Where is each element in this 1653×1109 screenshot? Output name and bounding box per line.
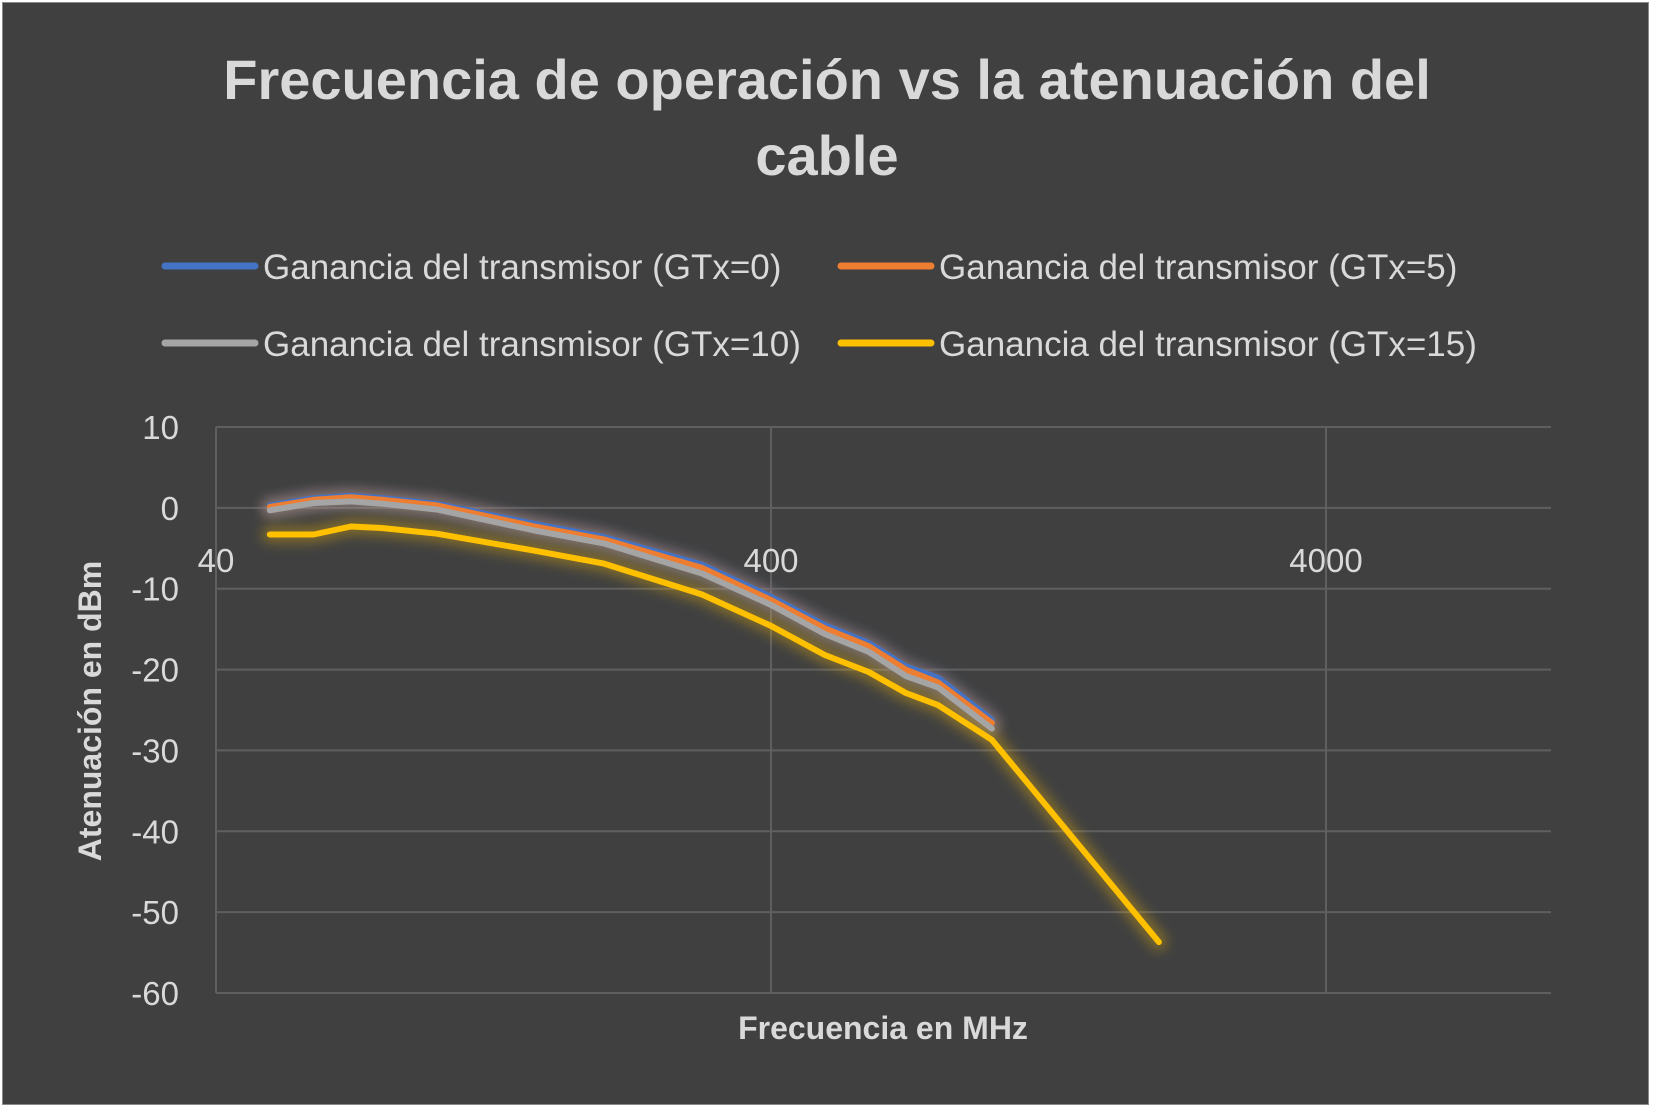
- legend-label-gtx10: Ganancia del transmisor (GTx=10): [263, 325, 801, 364]
- legend-item-gtx5: Ganancia del transmisor (GTx=5): [837, 248, 1457, 287]
- y-tick-label: -40: [131, 813, 179, 850]
- y-tick-label: 10: [142, 409, 179, 446]
- y-axis-title: Atenuación en dBm: [72, 561, 108, 861]
- x-tick-label: 40: [198, 542, 235, 579]
- series-line-1: [266, 494, 995, 726]
- y-tick-label: -60: [131, 975, 179, 1012]
- y-tick-label: 0: [161, 490, 179, 527]
- series-glow-layer: [261, 487, 1167, 951]
- series-line-2: [266, 498, 995, 732]
- legend-item-gtx15: Ganancia del transmisor (GTx=15): [837, 325, 1477, 364]
- chart-title-line-2: cable: [755, 124, 898, 187]
- series-lines: [266, 492, 1162, 946]
- series-line-3: [266, 523, 1162, 946]
- legend: Ganancia del transmisor (GTx=0) Ganancia…: [161, 248, 1477, 364]
- legend-label-gtx15: Ganancia del transmisor (GTx=15): [939, 325, 1477, 364]
- legend-label-gtx5: Ganancia del transmisor (GTx=5): [939, 248, 1457, 287]
- y-tick-label: -50: [131, 894, 179, 931]
- y-tick-label: -10: [131, 571, 179, 608]
- x-tick-label: 400: [743, 542, 798, 579]
- legend-item-gtx0: Ganancia del transmisor (GTx=0): [161, 248, 781, 287]
- legend-label-gtx0: Ganancia del transmisor (GTx=0): [263, 248, 781, 287]
- y-tick-label: -30: [131, 732, 179, 769]
- x-tick-label: 4000: [1289, 542, 1362, 579]
- x-tick-labels: 40 400 4000: [198, 542, 1363, 579]
- chart-title-line-1: Frecuencia de operación vs la atenuación…: [223, 48, 1431, 111]
- x-axis-title: Frecuencia en MHz: [738, 1010, 1028, 1046]
- y-tick-labels: 10 0 -10 -20 -30 -40 -50 -60: [131, 409, 179, 1012]
- legend-item-gtx10: Ganancia del transmisor (GTx=10): [161, 325, 801, 364]
- y-tick-label: -20: [131, 652, 179, 689]
- chart-svg: Frecuencia de operación vs la atenuación…: [72, 48, 1551, 1046]
